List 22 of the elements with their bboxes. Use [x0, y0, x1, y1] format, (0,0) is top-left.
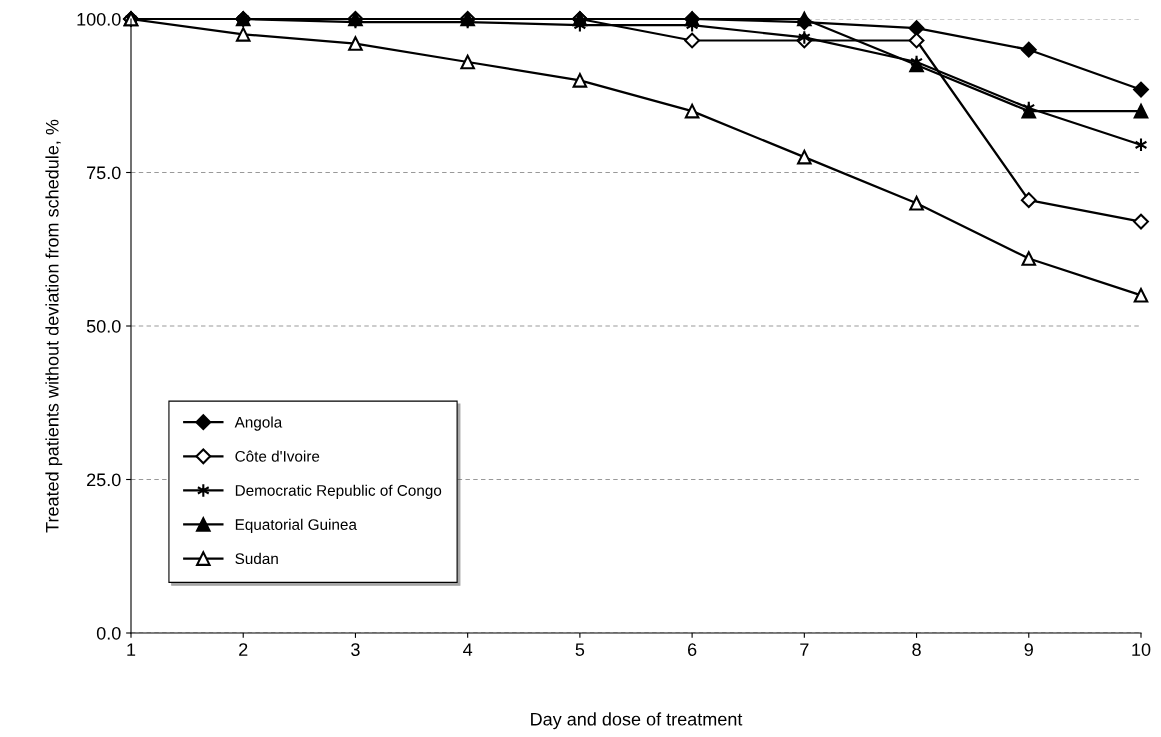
y-tick-label: 25.0	[87, 473, 121, 487]
y-tick-label: 0.0	[96, 626, 121, 640]
y-tick-label: 100.0	[77, 12, 121, 26]
x-tick-label: 1	[127, 643, 136, 656]
x-tick-label: 8	[912, 643, 921, 656]
x-tick-label: 10	[1132, 643, 1151, 656]
legend-label: Equatorial Guinea	[235, 518, 357, 533]
x-tick-label: 6	[688, 643, 697, 656]
y-tick-label: 75.0	[87, 166, 121, 180]
legend-label: Angola	[234, 416, 283, 431]
x-axis-title: Day and dose of treatment	[531, 712, 743, 730]
x-tick-label: 4	[463, 643, 473, 656]
x-tick-label: 7	[800, 643, 809, 656]
x-tick-label: 9	[1024, 643, 1033, 656]
y-tick-label: 50.0	[86, 319, 121, 333]
x-tick-label: 3	[351, 643, 360, 656]
x-tick-label: 5	[575, 643, 585, 656]
legend-label: Democratic Republic of Congo	[235, 484, 442, 499]
legend-label: Côte d'Ivoire	[235, 450, 320, 462]
x-tick-label: 2	[239, 643, 248, 656]
legend-label: Sudan	[235, 552, 278, 565]
y-axis-title: Treated patients without deviation from schedule, %	[45, 119, 63, 533]
